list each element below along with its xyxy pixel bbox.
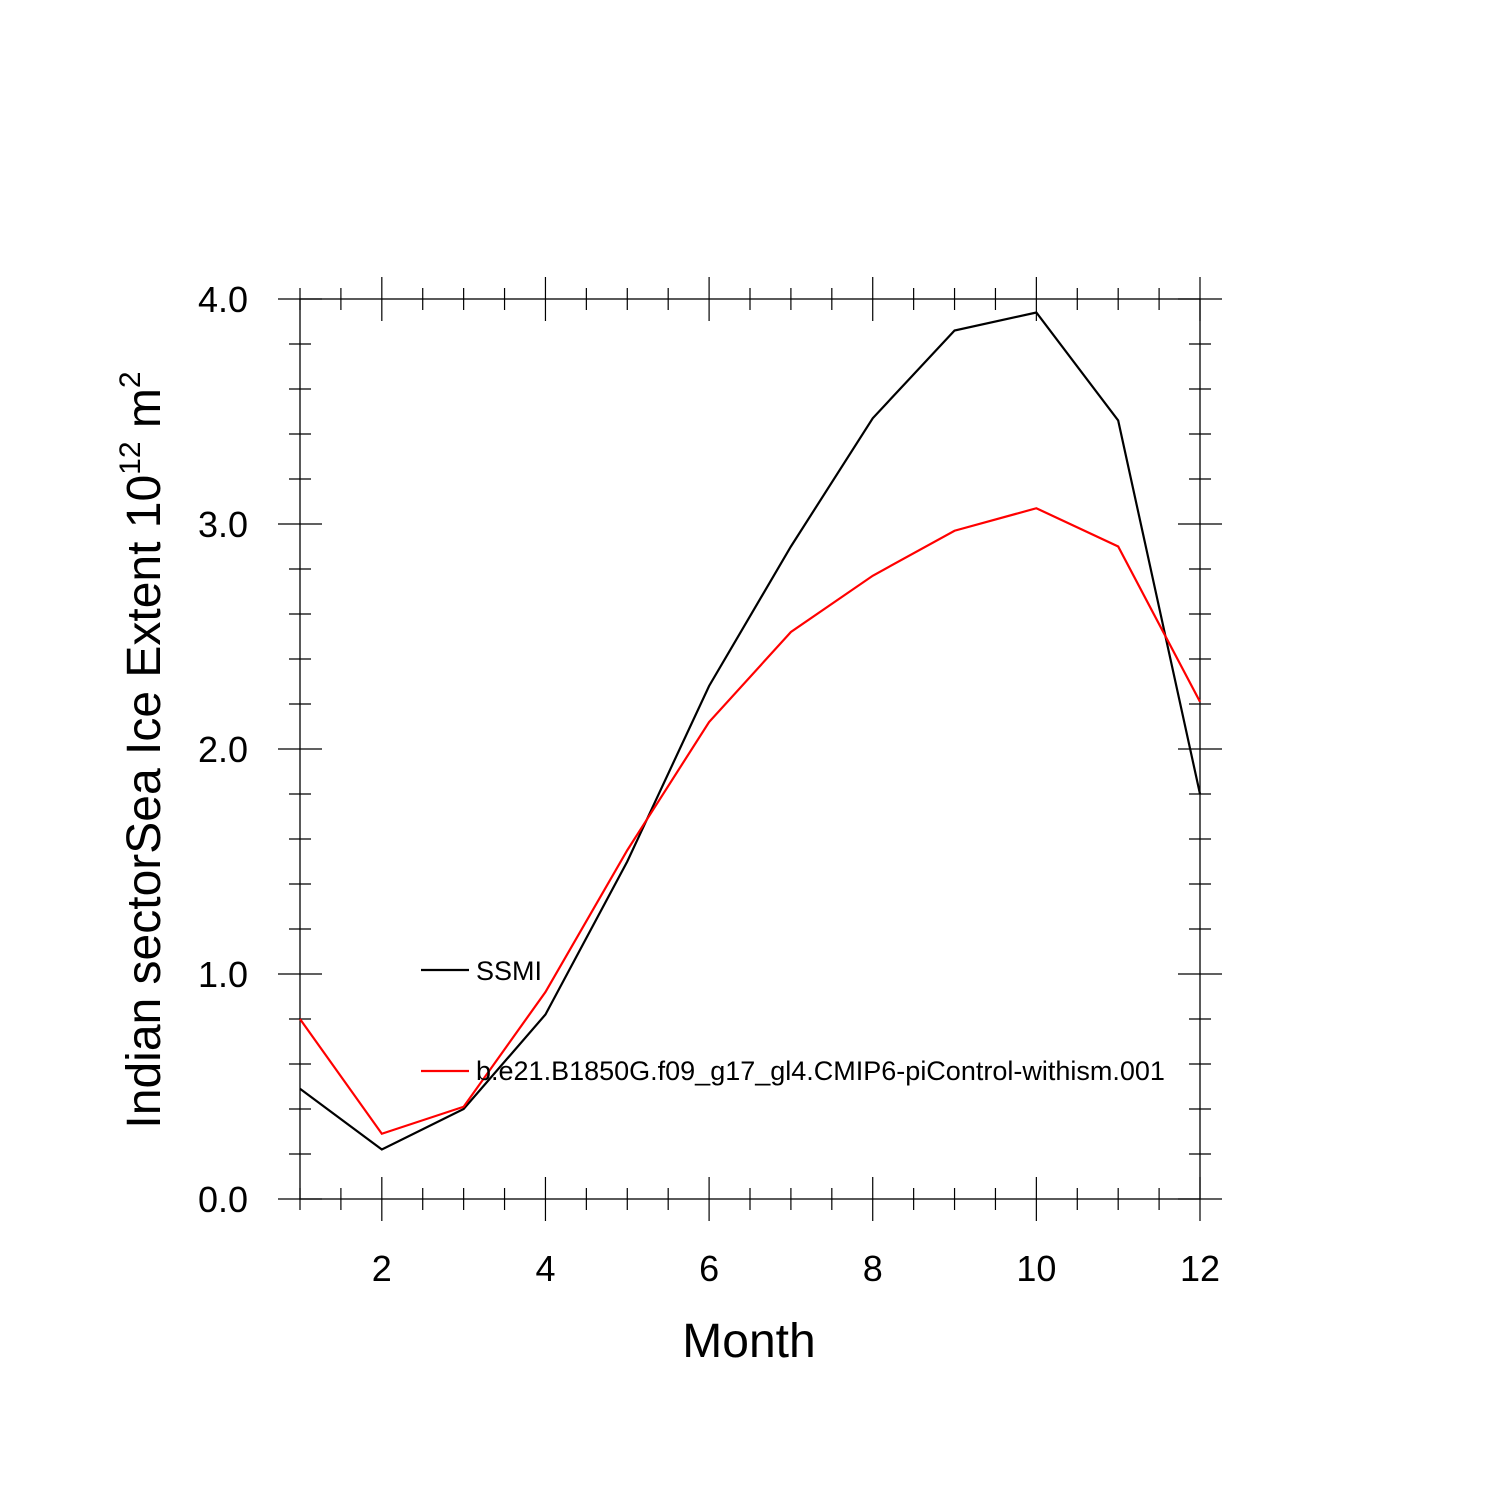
legend-item-model: b.e21.B1850G.f09_g17_gl4.CMIP6-piControl… [421,1056,1165,1086]
y-axis-title-unit-exponent: 2 [114,371,147,388]
y-tick-label: 4.0 [198,279,248,320]
legend-label-ssmi: SSMI [476,956,542,986]
x-tick-label: 6 [699,1248,719,1289]
legend-item-ssmi: SSMI [421,956,542,986]
x-tick-label: 8 [863,1248,883,1289]
y-tick-label: 2.0 [198,729,248,770]
series-line-0 [299,311,1202,1151]
y-axis-title: Indian sectorSea Ice Extent 1012 m2 [114,371,171,1128]
y-tick-label: 0.0 [198,1179,248,1220]
y-axis-title-main: Indian sectorSea Ice Extent 10 [118,475,171,1129]
y-tick-labels: 0.0 1.0 2.0 3.0 4.0 [198,279,248,1220]
y-tick-label: 3.0 [198,504,248,545]
y-axis-title-unit: m [118,388,171,441]
y-axis-title-exponent: 12 [114,441,147,474]
x-axis-title: Month [682,1315,815,1368]
x-tick-label: 12 [1180,1248,1220,1289]
series-lines [299,311,1202,1151]
x-tick-label: 10 [1016,1248,1056,1289]
legend: SSMI b.e21.B1850G.f09_g17_gl4.CMIP6-piCo… [421,956,1165,1086]
series-line-1 [299,507,1201,1136]
legend-label-model: b.e21.B1850G.f09_g17_gl4.CMIP6-piControl… [476,1056,1165,1086]
x-tick-labels: 2 4 6 8 10 12 [372,1248,1220,1289]
plot-frame [299,298,1201,1200]
y-tick-label: 1.0 [198,954,248,995]
x-tick-label: 2 [372,1248,392,1289]
x-tick-label: 4 [535,1248,555,1289]
